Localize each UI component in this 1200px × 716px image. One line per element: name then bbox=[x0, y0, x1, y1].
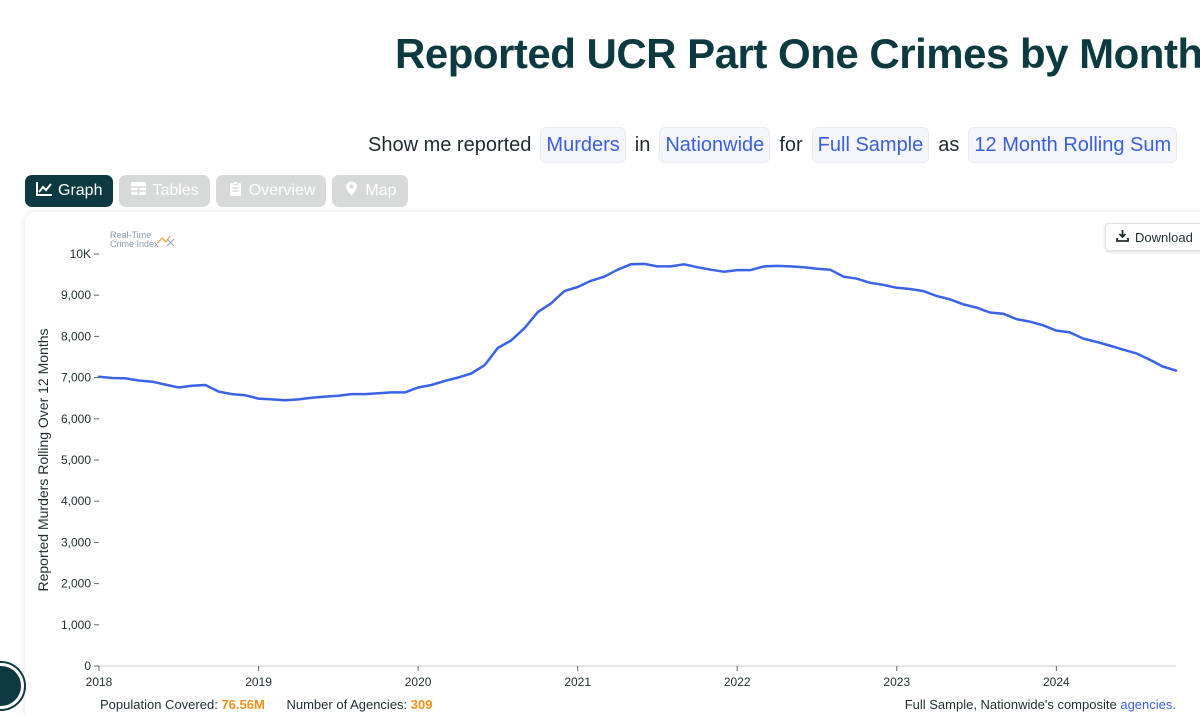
sample-note-text: Full Sample, Nationwide's composite bbox=[904, 697, 1117, 712]
sample-note: Full Sample, Nationwide's composite agen… bbox=[905, 697, 1176, 712]
table-icon bbox=[130, 181, 147, 201]
download-label: Download bbox=[1135, 229, 1193, 245]
x-tick-label: 2023 bbox=[883, 675, 910, 689]
y-tick-label: 1,000 bbox=[61, 618, 91, 632]
x-tick-label: 2022 bbox=[724, 675, 751, 689]
location-select[interactable]: Nationwide bbox=[659, 127, 771, 163]
chart-axes: 0 1,000 2,000 3,000 4,000 5,000 6,000 7,000 8,00… bbox=[35, 247, 1176, 689]
y-tick-label: 5,000 bbox=[61, 453, 91, 467]
filter-as-word: as bbox=[938, 133, 960, 156]
x-tick-label: 2021 bbox=[564, 675, 591, 689]
filter-prefix: Show me reported bbox=[368, 133, 532, 156]
measure-select[interactable]: 12 Month Rolling Sum bbox=[968, 127, 1178, 163]
tab-map[interactable]: Map bbox=[332, 175, 408, 207]
agencies-link[interactable]: agencies. bbox=[1120, 697, 1176, 712]
view-tabs: Graph Tables Overview Map bbox=[25, 175, 408, 207]
download-button[interactable]: Download bbox=[1105, 223, 1200, 251]
map-pin-icon bbox=[343, 181, 360, 201]
x-tick-label: 2024 bbox=[1043, 675, 1070, 689]
y-axis-title: Reported Murders Rolling Over 12 Months bbox=[35, 328, 51, 591]
tab-graph[interactable]: Graph bbox=[25, 175, 114, 207]
y-tick-label: 7,000 bbox=[61, 371, 91, 385]
population-label: Population Covered: bbox=[100, 697, 218, 712]
y-tick-label: 4,000 bbox=[61, 494, 91, 508]
crime-type-select[interactable]: Murders bbox=[540, 127, 626, 163]
x-tick-label: 2019 bbox=[245, 675, 272, 689]
y-tick-label: 9,000 bbox=[61, 288, 91, 302]
population-value: 76.56M bbox=[221, 697, 265, 712]
x-tick-label: 2018 bbox=[86, 675, 113, 689]
filter-in-word: in bbox=[634, 133, 651, 156]
logo-mark-icon bbox=[157, 235, 175, 247]
coverage-summary: Population Covered: 76.56M Number of Age… bbox=[100, 697, 433, 712]
y-tick-label: 3,000 bbox=[61, 535, 91, 549]
tab-map-label: Map bbox=[365, 182, 397, 199]
filter-for-word: for bbox=[779, 133, 803, 156]
tab-tables[interactable]: Tables bbox=[119, 175, 210, 207]
clipboard-icon bbox=[227, 181, 244, 201]
logo-line-2: Crime Index bbox=[110, 239, 159, 249]
x-tick-label: 2020 bbox=[405, 675, 432, 689]
tab-graph-label: Graph bbox=[58, 182, 103, 199]
download-icon bbox=[1116, 229, 1129, 245]
line-chart-icon bbox=[36, 181, 53, 201]
agencies-value: 309 bbox=[410, 697, 433, 712]
tab-overview-label: Overview bbox=[248, 182, 316, 199]
y-tick-label: 0 bbox=[84, 659, 91, 673]
tab-overview[interactable]: Overview bbox=[215, 175, 327, 207]
filter-sentence: Show me reported Murders in Nationwide f… bbox=[368, 126, 1178, 164]
sample-select[interactable]: Full Sample bbox=[811, 127, 930, 163]
y-tick-label: 10K bbox=[70, 247, 91, 261]
logo-line-1: Real-Time bbox=[110, 230, 152, 240]
y-tick-label: 6,000 bbox=[61, 412, 91, 426]
y-tick-label: 8,000 bbox=[61, 329, 91, 343]
page-title: Reported UCR Part One Crimes by Month bbox=[395, 30, 1200, 77]
chart-plot-area bbox=[97, 262, 1178, 402]
tab-tables-label: Tables bbox=[152, 182, 199, 199]
real-time-crime-index-logo: Real-Time Crime Index bbox=[110, 230, 175, 249]
series-line-0[interactable] bbox=[97, 262, 1178, 402]
chart-panel bbox=[25, 212, 1200, 716]
y-tick-label: 2,000 bbox=[61, 577, 91, 591]
agencies-label: Number of Agencies: bbox=[286, 697, 408, 712]
